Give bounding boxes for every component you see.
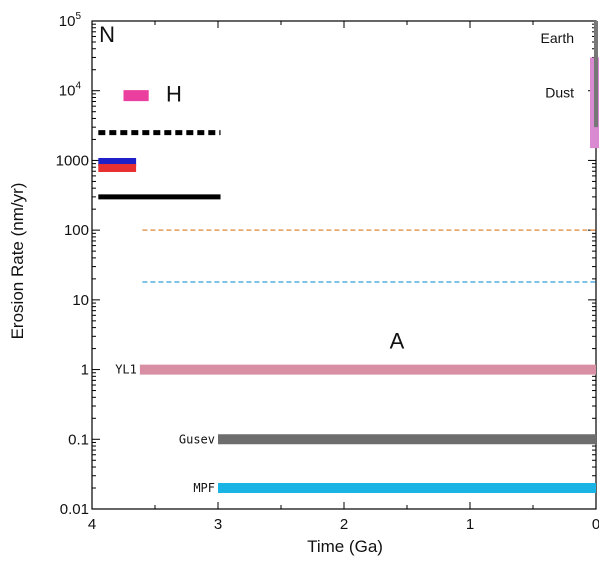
segment-label: MPF (193, 481, 215, 495)
y-tick-label: 10 (72, 292, 89, 309)
x-tick-label: 3 (214, 516, 222, 533)
y-tick-label: 104 (59, 81, 82, 100)
x-tick-label: 4 (88, 516, 96, 533)
present-day-label: Dust (545, 84, 574, 100)
y-tick-label: 1 (81, 362, 89, 379)
x-axis-title: Time (Ga) (307, 537, 383, 556)
y-axis-title: Erosion Rate (nm/yr) (8, 183, 27, 340)
era-label: H (166, 82, 182, 107)
segment-label: YL1 (115, 363, 137, 377)
era-label: A (390, 329, 405, 354)
x-tick-label: 0 (592, 516, 599, 533)
y-tick-label: 1000 (56, 152, 89, 169)
x-tick-label: 2 (340, 516, 348, 533)
y-tick-label: 105 (59, 11, 82, 30)
y-tick-label: 100 (64, 222, 89, 239)
present-day-label: Earth (541, 30, 574, 46)
y-tick-label: 0.1 (68, 431, 89, 448)
era-label: N (99, 22, 115, 47)
segment-label: Gusev (179, 432, 215, 446)
x-tick-label: 1 (466, 516, 474, 533)
y-tick-label: 0.01 (60, 501, 89, 518)
